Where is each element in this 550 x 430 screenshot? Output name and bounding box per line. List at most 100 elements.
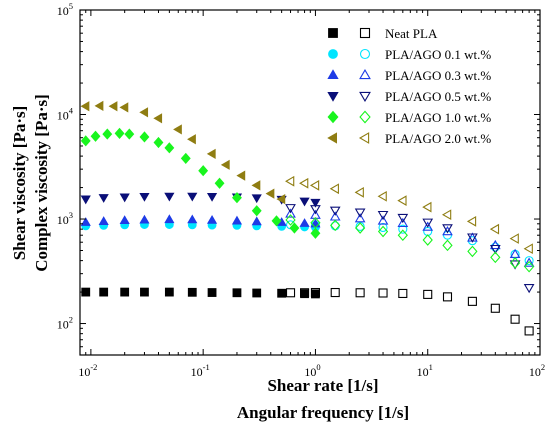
complex-viscosity-point bbox=[329, 211, 341, 221]
shear-viscosity-point bbox=[153, 113, 163, 124]
complex-viscosity-point bbox=[285, 214, 296, 226]
complex-viscosity-point bbox=[398, 224, 408, 234]
shear-viscosity-point bbox=[98, 216, 109, 225]
legend-marker-filled bbox=[328, 28, 338, 38]
complex-viscosity-point bbox=[285, 204, 296, 214]
complex-viscosity-point bbox=[489, 244, 501, 255]
complex-viscosity-point bbox=[397, 195, 407, 206]
shear-viscosity-point bbox=[207, 288, 217, 297]
series-1 bbox=[81, 220, 534, 266]
legend-marker-open bbox=[359, 27, 371, 39]
x-tick-label: 100 bbox=[304, 362, 320, 379]
shear-viscosity-point bbox=[220, 159, 230, 170]
shear-viscosity-point bbox=[277, 288, 287, 298]
shear-viscosity-point bbox=[139, 131, 150, 143]
y-tick-label: 104 bbox=[57, 106, 74, 123]
shear-viscosity-point bbox=[300, 289, 309, 299]
series-0 bbox=[81, 287, 534, 336]
shear-viscosity-point bbox=[310, 227, 321, 239]
complex-viscosity-point bbox=[442, 292, 453, 302]
legend-label: PLA/AGO 0.3 wt.% bbox=[385, 68, 491, 83]
shear-viscosity-point bbox=[187, 134, 196, 145]
complex-viscosity-point bbox=[299, 177, 309, 189]
shear-viscosity-point bbox=[251, 216, 262, 226]
complex-viscosity-point bbox=[422, 218, 434, 228]
shear-viscosity-point bbox=[311, 289, 320, 299]
complex-viscosity-point bbox=[354, 222, 366, 234]
shear-viscosity-point bbox=[80, 101, 90, 112]
complex-viscosity-point bbox=[397, 213, 409, 224]
complex-viscosity-point bbox=[397, 217, 409, 228]
complex-viscosity-point bbox=[442, 239, 453, 252]
complex-viscosity-point bbox=[330, 219, 341, 232]
shear-viscosity-point bbox=[251, 205, 262, 217]
y-axis-tick-labels: 102 103 104 105 bbox=[57, 1, 74, 332]
complex-viscosity-point bbox=[442, 224, 453, 234]
complex-viscosity-point bbox=[467, 245, 478, 258]
shear-viscosity-point bbox=[119, 215, 130, 225]
legend-label: Neat PLA bbox=[385, 26, 438, 41]
shear-viscosity-point bbox=[94, 100, 104, 111]
shear-viscosity-point bbox=[299, 197, 310, 207]
shear-viscosity-point bbox=[114, 127, 125, 139]
complex-viscosity-point bbox=[490, 251, 501, 264]
shear-viscosity-point bbox=[251, 194, 262, 204]
series-4 bbox=[80, 127, 535, 273]
x-tick-label: 102 bbox=[529, 362, 545, 379]
shear-viscosity-point bbox=[140, 287, 149, 297]
shear-viscosity-point bbox=[299, 218, 310, 227]
shear-viscosity-point bbox=[108, 101, 118, 112]
complex-viscosity-point bbox=[523, 243, 533, 255]
shear-viscosity-point bbox=[206, 148, 216, 159]
legend-marker-filled bbox=[327, 92, 339, 102]
shear-viscosity-point bbox=[124, 128, 135, 140]
shear-viscosity-point bbox=[198, 165, 209, 177]
y-tick-label: 102 bbox=[57, 315, 73, 332]
complex-viscosity-point bbox=[442, 225, 453, 236]
complex-viscosity-point bbox=[422, 221, 434, 231]
legend-marker-open bbox=[359, 110, 371, 124]
shear-viscosity-point bbox=[187, 287, 197, 297]
shear-viscosity-point bbox=[206, 214, 218, 224]
shear-viscosity-point bbox=[236, 170, 246, 181]
complex-viscosity-point bbox=[377, 190, 387, 202]
legend-marker-filled bbox=[327, 132, 338, 144]
complex-viscosity-point bbox=[509, 257, 521, 269]
complex-viscosity-point bbox=[377, 210, 389, 221]
x-tick-label: 10-2 bbox=[78, 362, 97, 379]
y-tick-label: 105 bbox=[57, 1, 73, 18]
complex-viscosity-point bbox=[524, 326, 534, 336]
shear-viscosity-point bbox=[173, 124, 182, 135]
shear-viscosity-point bbox=[80, 195, 91, 205]
legend-label: PLA/AGO 0.5 wt.% bbox=[385, 89, 491, 104]
complex-viscosity-point bbox=[523, 257, 535, 267]
complex-viscosity-point bbox=[467, 233, 478, 243]
complex-viscosity-point bbox=[441, 209, 452, 221]
complex-viscosity-point bbox=[523, 284, 535, 294]
shear-viscosity-point bbox=[99, 287, 109, 297]
legend-marker-open bbox=[359, 91, 371, 103]
complex-viscosity-point bbox=[423, 289, 433, 299]
shear-viscosity-point bbox=[164, 287, 174, 297]
legend-marker-open bbox=[358, 132, 370, 144]
complex-viscosity-point bbox=[355, 288, 365, 298]
complex-viscosity-point bbox=[523, 260, 535, 273]
shear-viscosity-point bbox=[187, 214, 198, 224]
shear-viscosity-point bbox=[153, 136, 164, 149]
legend-label: PLA/AGO 1.0 wt.% bbox=[385, 110, 491, 125]
shear-viscosity-point bbox=[310, 198, 321, 208]
x-axis-tick-labels: 10-2 10-1 100 101 102 bbox=[78, 362, 545, 379]
shear-viscosity-point bbox=[276, 194, 286, 205]
shear-viscosity-point bbox=[119, 102, 129, 113]
shear-viscosity-point bbox=[232, 288, 242, 298]
y-axis-title-shear: Shear viscosity [Pa·s] bbox=[10, 106, 29, 261]
x-axis-title-angular: Angular frequency [1/s] bbox=[237, 403, 409, 422]
shear-viscosity-point bbox=[289, 222, 300, 234]
shear-viscosity-point bbox=[187, 192, 198, 202]
y-tick-label: 103 bbox=[57, 210, 73, 227]
complex-viscosity-point bbox=[378, 222, 388, 233]
complex-viscosity-point bbox=[466, 215, 477, 227]
complex-viscosity-point bbox=[285, 288, 296, 298]
complex-viscosity-point bbox=[377, 225, 389, 238]
